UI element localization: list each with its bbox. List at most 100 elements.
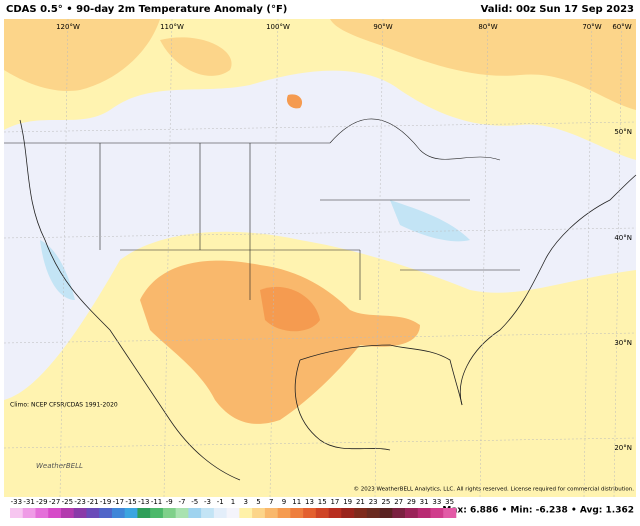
legend-label: 13 (305, 498, 314, 506)
legend-label: -5 (191, 498, 198, 506)
legend-swatch (162, 508, 176, 518)
coastline (459, 174, 637, 406)
legend-label: -17 (113, 498, 124, 506)
legend-label: 27 (394, 498, 403, 506)
anomaly-warm (140, 260, 420, 424)
anomaly-hot (286, 94, 303, 109)
legend-label: -21 (87, 498, 98, 506)
longitude-label: 80°W (478, 23, 497, 31)
legend-swatch (315, 508, 329, 518)
legend-swatch (252, 508, 266, 518)
legend-swatch (73, 508, 87, 518)
anomaly-warm (160, 37, 232, 76)
legend-label: 5 (256, 498, 260, 506)
legend-swatch (213, 508, 227, 518)
legend-swatch (99, 508, 113, 518)
anomaly-cool (390, 200, 470, 242)
latitude-label: 20°N (614, 444, 632, 452)
coastline (299, 344, 463, 406)
legend-label: 15 (318, 498, 327, 506)
legend-swatch (290, 508, 304, 518)
legend-label: -13 (138, 498, 149, 506)
legend-swatch (10, 508, 24, 518)
legend-label: -33 (11, 498, 22, 506)
legend-label: -3 (204, 498, 211, 506)
legend-swatch (341, 508, 355, 518)
legend-swatch (277, 508, 291, 518)
stats: Max: 6.886 • Min: -6.238 • Avg: 1.362 (442, 506, 634, 516)
longitude-label: 120°W (56, 23, 80, 31)
legend-label: 29 (407, 498, 416, 506)
legend-swatch (226, 508, 240, 518)
latitude-label: 30°N (614, 339, 632, 347)
legend-label: -29 (36, 498, 47, 506)
longitude-label: 90°W (373, 23, 392, 31)
legend-swatch (443, 508, 457, 518)
latitude-label: 40°N (614, 234, 632, 242)
borders (329, 118, 501, 161)
legend-swatch (137, 508, 151, 518)
legend-swatch (35, 508, 49, 518)
title: CDAS 0.5° • 90-day 2m Temperature Anomal… (6, 4, 287, 15)
legend-swatch (405, 508, 419, 518)
legend-label: -31 (23, 498, 34, 506)
coastline (294, 359, 391, 451)
legend-swatch (354, 508, 368, 518)
copyright: © 2023 WeatherBELL Analytics, LLC. All r… (354, 486, 635, 493)
parallel (3, 332, 637, 344)
legend-label: -9 (166, 498, 173, 506)
valid-time: Valid: 00z Sun 17 Sep 2023 (481, 4, 634, 15)
legend-label: 1 (231, 498, 235, 506)
longitude-label: 110°W (160, 23, 184, 31)
legend-swatch (60, 508, 75, 518)
legend-swatch (430, 508, 444, 518)
coastlines (4, 118, 637, 481)
legend-swatch (201, 508, 215, 518)
legend-swatch (86, 508, 100, 518)
legend-label: 21 (356, 498, 365, 506)
legend-swatch (392, 508, 406, 518)
legend-swatch (111, 508, 125, 518)
legend-swatch (264, 508, 278, 518)
legend-label: 23 (369, 498, 378, 506)
legend-swatch (124, 508, 138, 518)
legend-swatch (239, 508, 253, 518)
anomaly-warm (4, 19, 160, 91)
legend-swatch (303, 508, 317, 518)
logo: WeatherBELL (36, 462, 83, 470)
parallel (3, 121, 637, 133)
map (4, 19, 637, 497)
legend-label: 19 (343, 498, 352, 506)
legend-label: -15 (125, 498, 136, 506)
parallel (3, 227, 637, 239)
legend-label: -7 (179, 498, 186, 506)
legend-label: 31 (420, 498, 429, 506)
parallel (3, 437, 637, 449)
longitude-label: 60°W (612, 23, 631, 31)
coastline (19, 119, 241, 481)
legend-swatch (188, 508, 202, 518)
legend-swatch (48, 508, 62, 518)
legend-swatch (22, 508, 36, 518)
legend-label: 9 (282, 498, 286, 506)
legend-label: 17 (330, 498, 339, 506)
legend-swatch (417, 508, 431, 518)
borders (4, 142, 520, 300)
legend-label: 3 (244, 498, 248, 506)
legend-label: -23 (74, 498, 85, 506)
anomaly-cool (40, 240, 75, 300)
legend-label: -25 (62, 498, 73, 506)
legend-swatch (328, 508, 342, 518)
legend-label: -27 (49, 498, 60, 506)
legend-label: 35 (445, 498, 454, 506)
legend-label: 7 (269, 498, 273, 506)
legend-label: 33 (432, 498, 441, 506)
legend-label: -11 (151, 498, 162, 506)
anomaly-hot (260, 286, 320, 332)
legend-label: 25 (381, 498, 390, 506)
longitude-label: 100°W (266, 23, 290, 31)
legend-label: -19 (100, 498, 111, 506)
legend-swatch (366, 508, 380, 518)
legend-swatch (175, 508, 189, 518)
